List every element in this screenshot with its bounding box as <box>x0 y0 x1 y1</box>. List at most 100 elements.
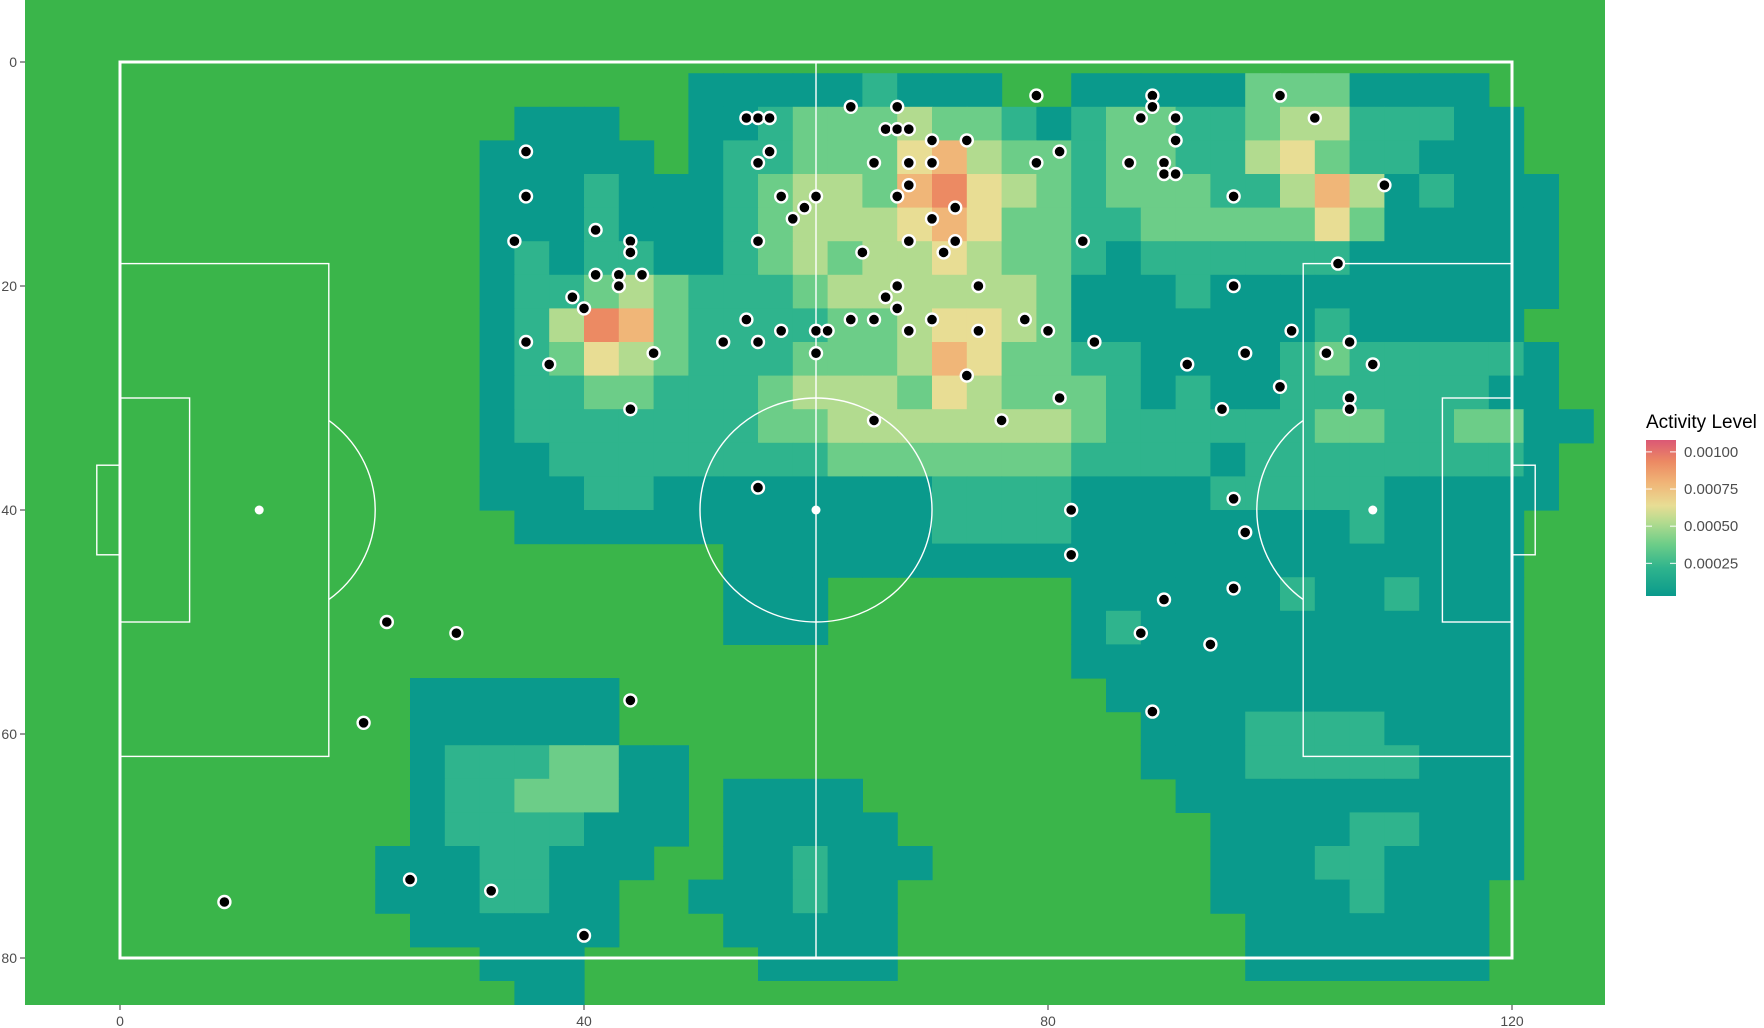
heatmap-cell <box>1140 375 1177 410</box>
heatmap-cell <box>1245 409 1281 444</box>
heatmap-cell <box>410 678 446 713</box>
heatmap-cell <box>653 241 689 276</box>
heatmap-cell <box>827 812 863 847</box>
heatmap-cell <box>827 543 863 578</box>
heatmap-cell <box>584 442 620 477</box>
heatmap-cell <box>792 308 829 343</box>
heatmap-cell <box>1280 409 1316 444</box>
heatmap-cell <box>1349 375 1385 410</box>
heatmap-cell <box>862 274 898 309</box>
heatmap-cell <box>1314 409 1351 444</box>
heatmap-cell <box>514 980 550 1005</box>
x-tick-label: 0 <box>116 1013 124 1028</box>
heatmap-cell <box>1140 409 1177 444</box>
heatmap-cell <box>792 140 829 175</box>
heatmap-cell <box>897 543 933 578</box>
heatmap-cell <box>514 678 550 713</box>
heatmap-cell <box>1210 409 1246 444</box>
heatmap-cell <box>1210 543 1246 578</box>
heatmap-cell <box>1036 241 1072 276</box>
heatmap-cell <box>444 678 481 713</box>
heatmap-cell <box>932 476 968 511</box>
heatmap-cell <box>1384 610 1420 645</box>
heatmap-cell <box>1175 207 1211 242</box>
event-point <box>542 357 557 372</box>
heatmap-cell <box>584 711 620 746</box>
heatmap-cell <box>1210 577 1246 612</box>
heatmap-cell <box>1001 375 1037 410</box>
heatmap-cell <box>1349 644 1385 679</box>
heatmap-cell <box>1106 543 1142 578</box>
heatmap-cell <box>410 913 446 948</box>
event-point <box>890 189 905 204</box>
heatmap-cell <box>1140 577 1177 612</box>
heatmap-cell <box>653 342 689 377</box>
event-point <box>750 233 766 249</box>
heatmap-cell <box>1071 73 1107 108</box>
heatmap-cell <box>444 745 481 780</box>
heatmap-cell <box>1349 778 1385 813</box>
heatmap-cell <box>1454 778 1490 813</box>
heatmap-cell <box>584 308 620 343</box>
event-point <box>808 323 824 338</box>
right-goal <box>1511 464 1536 556</box>
heatmap-cell <box>1419 778 1455 813</box>
heatmap-cell <box>1454 745 1490 780</box>
heatmap-cell <box>1245 610 1281 645</box>
event-point <box>1029 88 1044 103</box>
heatmap-cell <box>1210 510 1246 545</box>
heatmap-cell <box>1106 610 1142 645</box>
heatmap-cell <box>1454 846 1490 881</box>
heatmap-cell <box>1210 73 1246 108</box>
heatmap-cell <box>827 879 863 914</box>
heatmap-cell <box>1071 409 1107 444</box>
heatmap-cell <box>1036 510 1072 545</box>
heatmap-cell <box>1454 73 1490 108</box>
heatmap-cell <box>549 812 585 847</box>
heatmap-cell <box>897 342 933 377</box>
heatmap-cell <box>1245 140 1281 175</box>
heatmap-cell <box>1280 644 1316 679</box>
heatmap-cell <box>827 73 863 108</box>
heatmap-cell <box>1488 510 1525 545</box>
heatmap-cell <box>1488 778 1525 813</box>
heatmap-cell <box>827 106 863 141</box>
heatmap-cell <box>514 274 550 309</box>
event-point <box>739 110 754 126</box>
heatmap-cell <box>479 946 515 981</box>
event-point <box>1319 346 1334 361</box>
heatmap-cell <box>1384 73 1420 108</box>
heatmap-cell <box>758 174 794 209</box>
heatmap-cell <box>653 409 689 444</box>
event-point <box>1156 166 1172 182</box>
heatmap-cell <box>932 174 968 209</box>
heatmap-cell <box>514 442 550 477</box>
heatmap-cell <box>1071 207 1107 242</box>
heatmap-cell <box>827 207 863 242</box>
heatmap-cell <box>1245 678 1281 713</box>
heatmap-cell <box>1488 610 1525 645</box>
heatmap-cell <box>514 106 550 141</box>
event-point <box>994 413 1009 428</box>
heatmap-cell <box>897 409 933 444</box>
heatmap-cell <box>1523 442 1559 477</box>
heatmap-cell <box>514 342 550 377</box>
heatmap-cell <box>1384 543 1420 578</box>
heatmap-cell <box>1280 610 1316 645</box>
x-tick-label: 40 <box>576 1013 592 1028</box>
heatmap-cell <box>514 913 550 948</box>
heatmap-cell <box>653 778 689 813</box>
heatmap-cell <box>618 342 655 377</box>
heatmap-cell <box>479 778 515 813</box>
heatmap-cell <box>1454 174 1490 209</box>
heatmap-cell <box>514 476 550 511</box>
event-point <box>866 413 882 428</box>
heatmap-cell <box>479 879 515 914</box>
event-point <box>611 278 626 294</box>
event-point <box>971 278 986 294</box>
heatmap-cell <box>1558 409 1594 444</box>
heatmap-cell <box>410 846 446 881</box>
heatmap-cell <box>792 778 829 813</box>
heatmap-cell <box>653 476 689 511</box>
heatmap-cell <box>723 241 759 276</box>
